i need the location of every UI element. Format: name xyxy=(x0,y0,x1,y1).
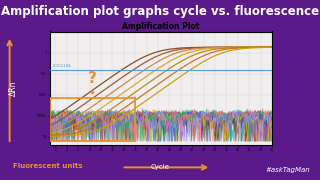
Text: ΔRn: ΔRn xyxy=(9,80,18,96)
Text: 0.151194: 0.151194 xyxy=(52,64,71,68)
Text: ?: ? xyxy=(88,71,97,86)
Text: Amplification plot graphs cycle vs. fluorescence: Amplification plot graphs cycle vs. fluo… xyxy=(1,5,319,18)
Text: Fluorescent units: Fluorescent units xyxy=(13,163,83,170)
Title: Amplification Plot: Amplification Plot xyxy=(122,22,200,31)
Bar xyxy=(50,98,135,141)
Text: #askTagMan: #askTagMan xyxy=(266,167,310,173)
Text: Cycle: Cycle xyxy=(150,163,170,170)
